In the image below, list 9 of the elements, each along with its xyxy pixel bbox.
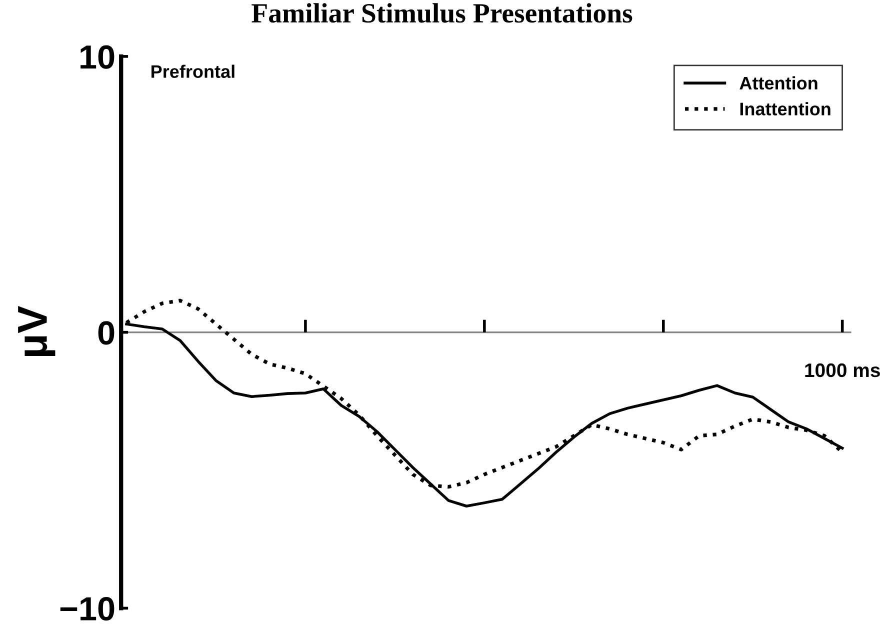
legend-label: Inattention	[740, 102, 830, 116]
y-tick-label: 0	[98, 321, 114, 345]
annotation: 1000 ms	[805, 363, 880, 378]
legend-label: Attention	[740, 76, 818, 90]
y-tick-label: −10	[60, 596, 114, 621]
y-axis-title: μV	[18, 306, 56, 356]
y-tick-label: 10	[80, 45, 114, 69]
annotation: Prefrontal	[152, 64, 234, 78]
chart-title: Familiar Stimulus Presentations	[252, 3, 632, 23]
